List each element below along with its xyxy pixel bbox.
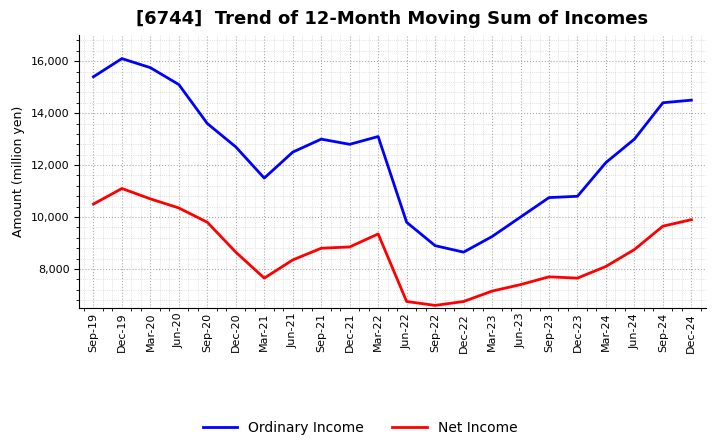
Ordinary Income (289, 150, 297, 155)
Ordinary Income (573, 194, 582, 199)
Net Income (402, 299, 411, 304)
Net Income (374, 231, 382, 237)
Net Income (89, 202, 98, 207)
Ordinary Income (659, 100, 667, 106)
Ordinary Income (374, 134, 382, 139)
Net Income (346, 244, 354, 249)
Net Income (317, 246, 325, 251)
Ordinary Income (602, 160, 611, 165)
Net Income (431, 303, 439, 308)
Ordinary Income (203, 121, 212, 126)
Net Income (687, 217, 696, 222)
Net Income (174, 205, 183, 211)
Net Income (516, 282, 525, 287)
Ordinary Income (516, 214, 525, 220)
Net Income (545, 274, 554, 279)
Net Income (659, 224, 667, 229)
Ordinary Income (317, 136, 325, 142)
Net Income (117, 186, 126, 191)
Net Income (146, 196, 155, 202)
Net Income (289, 257, 297, 263)
Ordinary Income (545, 195, 554, 200)
Net Income (630, 247, 639, 252)
Y-axis label: Amount (million yen): Amount (million yen) (12, 106, 25, 237)
Ordinary Income (346, 142, 354, 147)
Net Income (602, 264, 611, 269)
Net Income (573, 275, 582, 281)
Ordinary Income (89, 74, 98, 79)
Ordinary Income (402, 220, 411, 225)
Line: Ordinary Income: Ordinary Income (94, 59, 691, 252)
Net Income (487, 289, 496, 294)
Net Income (459, 299, 468, 304)
Ordinary Income (260, 176, 269, 181)
Net Income (232, 249, 240, 255)
Ordinary Income (630, 136, 639, 142)
Ordinary Income (431, 243, 439, 248)
Ordinary Income (687, 98, 696, 103)
Ordinary Income (174, 82, 183, 87)
Line: Net Income: Net Income (94, 188, 691, 305)
Ordinary Income (232, 144, 240, 150)
Title: [6744]  Trend of 12-Month Moving Sum of Incomes: [6744] Trend of 12-Month Moving Sum of I… (136, 10, 649, 28)
Ordinary Income (146, 65, 155, 70)
Legend: Ordinary Income, Net Income: Ordinary Income, Net Income (196, 414, 524, 440)
Ordinary Income (487, 234, 496, 239)
Ordinary Income (117, 56, 126, 61)
Ordinary Income (459, 249, 468, 255)
Net Income (203, 220, 212, 225)
Net Income (260, 275, 269, 281)
